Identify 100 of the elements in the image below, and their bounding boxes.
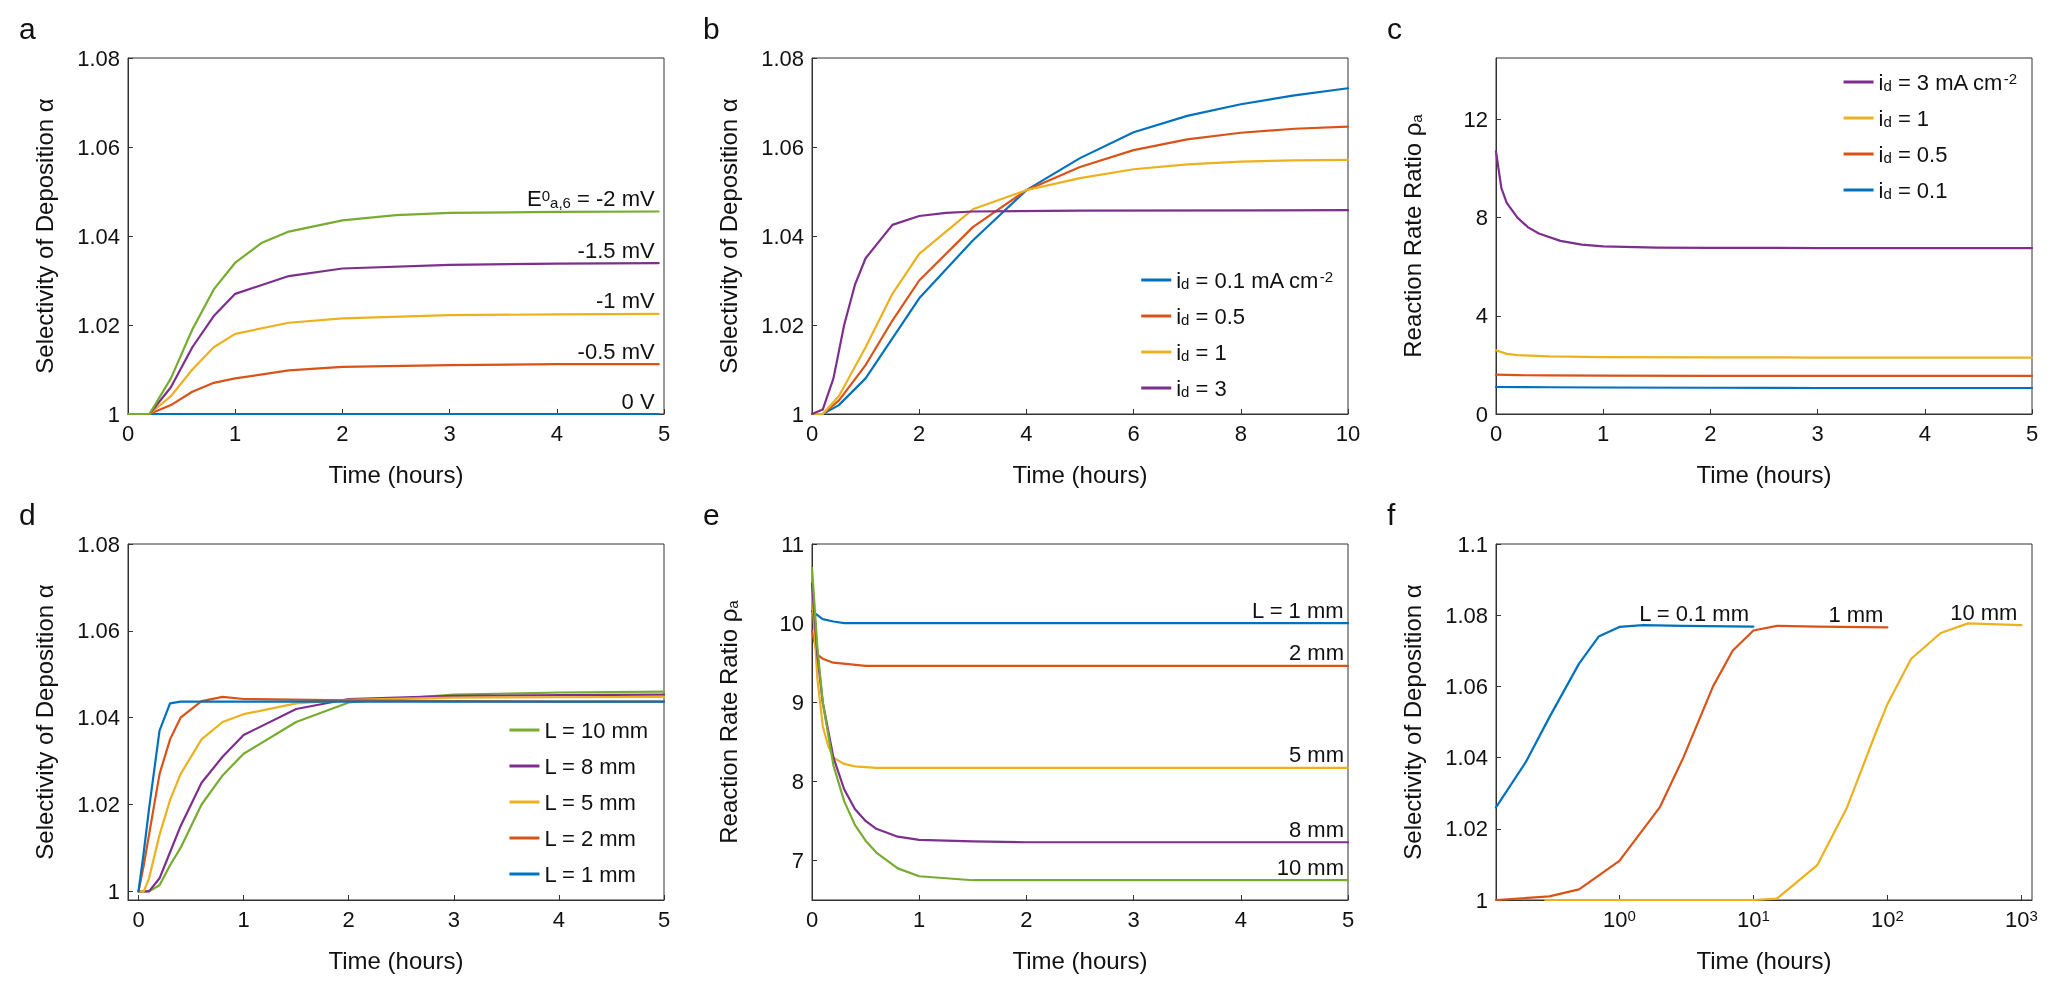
x-tick-label: 1: [913, 906, 926, 932]
y-tick-label: 1.04: [77, 223, 120, 249]
y-tick-label: 1.06: [77, 618, 120, 644]
series-label: -1.5 mV: [577, 237, 655, 263]
x-tick-label: 3: [1127, 906, 1140, 932]
chart-title: c: [1387, 11, 1402, 45]
x-tick-label: 2: [913, 420, 926, 446]
y-tick-label: 1.02: [77, 312, 120, 338]
y-tick-label: 1.06: [761, 134, 804, 160]
y-tick-label: 0: [1475, 401, 1488, 427]
y-tick-label: 1.06: [1445, 673, 1488, 699]
y-tick-label: 1.1: [1457, 531, 1488, 557]
y-axis-title: Reaction Rate Ratio ρa: [1398, 113, 1426, 358]
y-tick-label: 1: [1475, 887, 1488, 913]
legend-label: L = 1 mm: [544, 861, 636, 887]
legend-label: id = 0.5: [1878, 141, 1948, 167]
x-axis-title: Time (hours): [1012, 460, 1148, 488]
y-tick-label: 1.02: [1445, 816, 1488, 842]
x-axis-title: Time (hours): [1012, 946, 1148, 974]
chart-title: b: [703, 11, 720, 45]
y-tick-label: 9: [791, 689, 804, 715]
x-tick-label: 2: [342, 906, 355, 932]
y-tick-label: 7: [791, 847, 804, 873]
series-label: -0.5 mV: [577, 338, 655, 364]
x-tick-label: 1: [229, 420, 242, 446]
y-tick-label: 1.08: [77, 45, 120, 71]
legend-label: L = 5 mm: [544, 789, 636, 815]
series-label: 10 mm: [1950, 599, 2018, 625]
series-label: L = 1 mm: [1252, 597, 1344, 623]
chart-title: e: [703, 497, 720, 531]
series-label: -1 mV: [595, 288, 655, 314]
x-tick-label: 3: [1811, 420, 1824, 446]
x-tick-label: 6: [1127, 420, 1140, 446]
legend-label: id = 0.5: [1176, 303, 1246, 329]
x-tick-label: 4: [1918, 420, 1931, 446]
series-label: 10 mm: [1276, 854, 1345, 880]
y-tick-label: 11: [781, 531, 804, 557]
x-axis-title: Time (hours): [328, 946, 464, 974]
line-series: [126, 210, 660, 416]
x-axis-title: Time (hours): [328, 460, 464, 488]
x-tick-label: 1: [237, 906, 250, 932]
legend-label: L = 10 mm: [544, 717, 649, 743]
legend-label: id = 3: [1176, 375, 1227, 401]
y-tick-label: 12: [1463, 106, 1488, 132]
y-axis-title: Selectivity of Deposition α: [1398, 584, 1426, 860]
y-tick-label: 1: [107, 401, 120, 427]
x-tick-label: 5: [657, 420, 671, 446]
x-axis-title: Time (hours): [1696, 460, 1832, 488]
y-tick-label: 1.08: [77, 531, 120, 557]
x-tick-label: 10: [1335, 420, 1361, 446]
line-series: [810, 582, 1350, 844]
legend-label: L = 8 mm: [544, 753, 636, 779]
y-axis-title: Selectivity of Deposition α: [30, 584, 58, 860]
legend-label: L = 2 mm: [544, 825, 636, 851]
x-tick-label: 4: [1020, 420, 1033, 446]
y-tick-label: 1: [791, 401, 804, 427]
chart-title: f: [1387, 497, 1396, 531]
series-label: 8 mm: [1289, 816, 1344, 842]
x-tick-label: 1: [1597, 420, 1610, 446]
chart-title: d: [19, 497, 36, 531]
x-tick-label: 8: [1234, 420, 1247, 446]
y-axis-title: Reaction Rate Ratio ρa: [714, 599, 742, 844]
x-tick-label: 0: [132, 906, 145, 932]
y-tick-label: 1.06: [77, 134, 120, 160]
x-tick-label: 2: [336, 420, 349, 446]
line-series: [810, 566, 1350, 882]
chart-title: a: [19, 11, 36, 45]
y-tick-label: 1.08: [761, 45, 804, 71]
y-tick-label: 1.04: [77, 705, 120, 731]
y-axis-title: Selectivity of Deposition α: [714, 98, 742, 374]
x-tick-label: 3: [443, 420, 456, 446]
series-label: 5 mm: [1289, 742, 1344, 768]
x-tick-label: 3: [447, 906, 460, 932]
series-label: 1 mm: [1828, 601, 1884, 627]
legend-label: id = 1: [1176, 339, 1227, 365]
y-tick-label: 1.04: [1445, 745, 1488, 771]
y-tick-label: 1.02: [761, 312, 804, 338]
line-series: [1494, 349, 2034, 359]
y-tick-label: 1.02: [77, 791, 120, 817]
y-tick-label: 1: [107, 878, 120, 904]
x-tick-label: 4: [550, 420, 563, 446]
y-axis-title: Selectivity of Deposition α: [30, 98, 58, 374]
x-tick-label: 4: [1234, 906, 1247, 932]
x-tick-label: 5: [1341, 906, 1355, 932]
y-tick-label: 1.08: [1445, 602, 1488, 628]
series-label: L = 0.1 mm: [1639, 601, 1749, 627]
x-tick-label: 4: [552, 906, 566, 932]
y-tick-label: 8: [791, 768, 804, 794]
legend-label: id = 0.1: [1878, 177, 1948, 203]
y-tick-label: 10: [779, 610, 804, 636]
x-tick-label: 2: [1704, 420, 1717, 446]
x-tick-label: 5: [2025, 420, 2039, 446]
line-series: [810, 629, 1350, 667]
series-label: 2 mm: [1289, 640, 1344, 666]
x-axis-title: Time (hours): [1696, 946, 1832, 974]
y-tick-label: 8: [1475, 205, 1488, 231]
y-tick-label: 1.04: [761, 223, 804, 249]
series-label: 0 V: [621, 388, 655, 414]
x-tick-label: 5: [657, 906, 671, 932]
line-series: [810, 590, 1350, 769]
